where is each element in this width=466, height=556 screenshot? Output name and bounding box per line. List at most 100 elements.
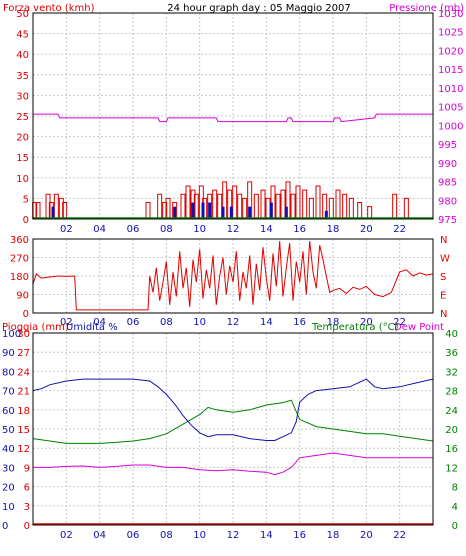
compass-tick-label: W [440,254,450,265]
panel-frame-1 [32,12,434,220]
wind-bar [253,193,259,219]
rain-tick-label: 6 [24,483,30,494]
hour-tick-label: 04 [93,530,106,541]
humidity-line [32,378,434,441]
gust-bar [269,202,273,219]
wind-tick-label: 40 [16,50,29,61]
wind-bar [190,189,196,219]
pressure-axis-title: Pressione (mb) [389,3,464,14]
gust-bar [221,206,225,219]
wind-bar [357,202,363,219]
rain-tick-label: 18 [17,406,30,417]
dewpoint-line [33,452,433,476]
wind-bar [242,197,248,219]
wind-bar [280,189,286,219]
rain-tick-label: 24 [17,367,30,378]
pressure-tick-label: 1015 [438,65,463,76]
humidity-tick-label: 50 [2,425,15,436]
hour-tick-label: 06 [127,530,140,541]
hour-tick-label: 18 [327,530,340,541]
wind-bar [58,197,64,219]
wind-bar [403,197,409,219]
hour-tick-label: 08 [160,530,173,541]
panel-frame-2 [32,238,434,314]
wind-bar [157,193,163,219]
wind-bar [348,197,354,219]
humidity-tick-label: 0 [2,521,8,532]
wind-tick-label: 30 [16,91,29,102]
wind-bar [302,189,308,219]
humidity-tick-label: 20 [2,483,15,494]
humidity-tick-label: 10 [2,502,15,513]
pressure-tick-label: 980 [438,196,457,207]
wind-bar [207,193,213,219]
hour-tick-label: 06 [127,224,140,235]
pressure-tick-label: 1025 [438,28,463,39]
wind-bar [35,202,41,219]
compass-tick-label: S [440,272,446,283]
wind-bar [45,193,51,219]
hour-tick-label: 10 [193,317,206,328]
wind-axis-title: Forza vento (kmh) [3,3,95,14]
hour-tick-label: 20 [360,224,373,235]
hour-tick-label: 22 [393,317,406,328]
compass-tick-label: N [440,235,447,246]
pressure-tick-label: 1010 [438,84,463,95]
hour-tick-label: 12 [227,317,240,328]
pressure-tick-label: 985 [438,178,457,189]
pressure-tick-label: 1000 [438,121,463,132]
gust-bar [201,202,205,219]
dewpoint-axis-title: Dew Point [394,322,444,333]
humidity-tick-label: 60 [2,406,15,417]
wind-bar [172,202,178,219]
wind-bar [145,202,151,219]
chart-title: 24 hour graph day : 05 Maggio 2007 [167,3,350,14]
wind-direction-line [32,241,434,311]
wind-bar [342,193,348,219]
wind-bar [185,185,191,219]
gust-bar [324,210,328,219]
hour-tick-label: 10 [193,530,206,541]
humidity-tick-label: 30 [2,463,15,474]
hour-tick-label: 18 [327,224,340,235]
wind-bar [232,185,238,219]
pressure-tick-label: 1005 [438,103,463,114]
temperature-tick-label: 0 [452,521,458,532]
gust-bar [173,206,177,219]
temperature-line [32,399,434,444]
hour-tick-label: 04 [93,224,106,235]
wind-bar [295,185,301,219]
wind-bar [227,189,233,219]
wind-bar [335,189,341,219]
hour-tick-label: 14 [260,530,273,541]
compass-tick-label: N [440,309,447,320]
hour-tick-label: 02 [60,224,73,235]
pressure-line [33,113,433,123]
wind-tick-label: 50 [16,9,29,20]
hour-tick-label: 22 [393,224,406,235]
hour-tick-label: 20 [360,317,373,328]
gust-bar [229,206,233,219]
rain-axis-title: Pioggia (mm) [2,322,69,333]
direction-tick-label: 90 [16,291,29,302]
pressure-tick-label: 995 [438,140,457,151]
humidity-tick-label: 80 [2,367,15,378]
hour-tick-label: 20 [360,530,373,541]
wind-tick-label: 25 [16,112,29,123]
wind-bar [260,189,266,219]
hour-tick-label: 02 [60,317,73,328]
temperature-tick-label: 8 [452,483,458,494]
wind-tick-label: 35 [16,71,29,82]
hour-tick-label: 14 [260,317,273,328]
hour-tick-label: 02 [60,530,73,541]
wind-bar [180,193,186,219]
wind-bar [275,193,281,219]
panel-frame-3 [32,332,434,526]
direction-tick-label: 180 [10,272,29,283]
temperature-tick-label: 12 [445,463,458,474]
hour-tick-label: 12 [227,530,240,541]
temperature-tick-label: 28 [445,387,458,398]
wind-bar [285,181,291,219]
humidity-tick-label: 40 [2,444,15,455]
